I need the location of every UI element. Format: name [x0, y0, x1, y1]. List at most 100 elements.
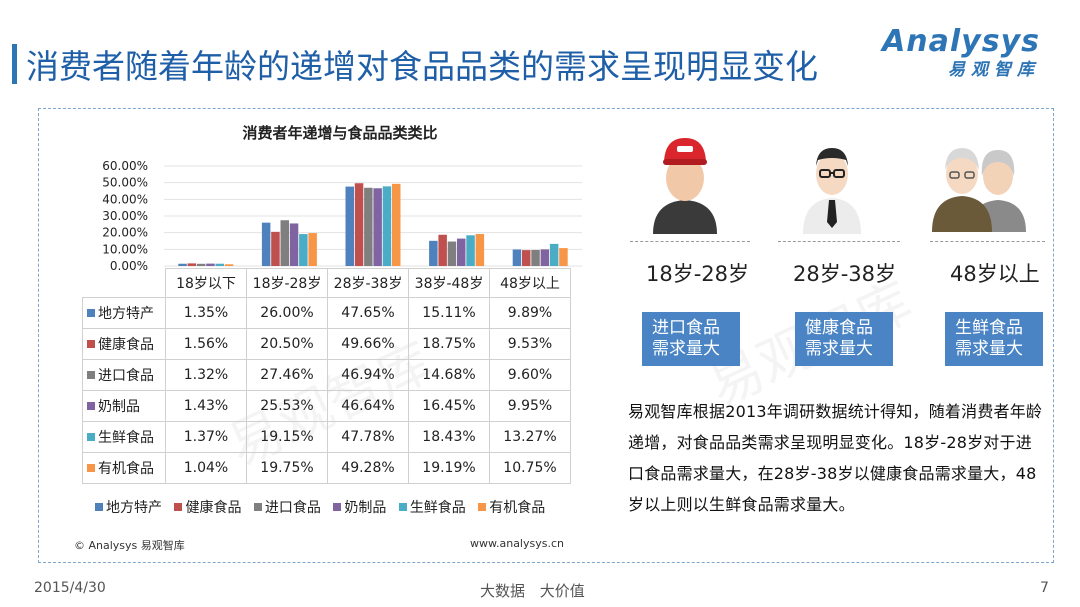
table-cell: 47.65% — [327, 297, 409, 329]
table-col-header: 48岁以上 — [489, 268, 571, 298]
legend-label: 生鲜食品 — [409, 500, 466, 516]
table-cell: 27.46% — [246, 359, 328, 391]
table-cell: 14.68% — [408, 359, 490, 391]
legend-item: 健康食品 — [174, 500, 241, 516]
bar — [196, 263, 206, 266]
legend-label: 进口食品 — [264, 500, 321, 516]
bar — [522, 250, 531, 266]
bar — [392, 183, 401, 266]
description-text: 易观智库根据2013年调研数据统计得知，随着消费者年龄递增，对食品品类需求呈现明… — [628, 402, 1043, 514]
chart-legend: 地方特产 健康食品 进口食品 奶制品 生鲜食品 有机食品 — [95, 497, 553, 517]
table-cell: 1.37% — [165, 421, 247, 453]
table-cell: 1.04% — [165, 452, 247, 484]
data-table: 18岁以下 18岁-28岁 28岁-38岁 38岁-48岁 48岁以上 地方特产… — [82, 268, 571, 484]
table-cell: 46.64% — [327, 390, 409, 422]
table-cell: 13.27% — [489, 421, 571, 453]
legend-key — [333, 503, 342, 511]
demand-line: 生鲜食品 — [955, 318, 1023, 338]
series-key — [87, 309, 95, 317]
elderly-couple-icon — [932, 148, 1026, 232]
table-row: 地方特产 1.35% 26.00% 47.65% 15.11% 9.89% — [82, 297, 571, 329]
legend-key — [174, 503, 183, 511]
legend-key — [95, 503, 103, 511]
footer-date: 2015/4/30 — [34, 580, 106, 596]
table-row-header: 健康食品 — [82, 328, 166, 360]
businessman-icon — [803, 148, 861, 234]
legend-label: 有机食品 — [489, 500, 546, 516]
table-cell: 1.43% — [165, 390, 247, 422]
table-row: 健康食品 1.56% 20.50% 49.66% 18.75% 9.53% — [82, 328, 571, 360]
table-cell: 9.95% — [489, 390, 571, 422]
series-key — [87, 402, 95, 410]
persona-age-label: 18岁-28岁 — [646, 262, 750, 286]
legend-label: 奶制品 — [344, 500, 387, 516]
table-row-header: 进口食品 — [82, 359, 166, 391]
legend-key — [398, 503, 407, 511]
table-cell: 47.78% — [327, 421, 409, 453]
persona-divider — [630, 241, 750, 242]
table-cell: 10.75% — [489, 452, 571, 484]
bar — [559, 248, 568, 266]
bar — [429, 240, 438, 266]
table-cell: 18.75% — [408, 328, 490, 360]
page-title: 消费者随着年龄的递增对食品品类的需求呈现明显变化 — [26, 47, 818, 86]
legend-label: 健康食品 — [185, 500, 242, 516]
legend-key — [253, 503, 262, 511]
table-cell: 18.43% — [408, 421, 490, 453]
bar — [466, 235, 475, 266]
table-col-header: 38岁-48岁 — [408, 268, 490, 298]
legend-label: 地方特产 — [106, 500, 162, 516]
table-cell: 46.94% — [327, 359, 409, 391]
table-row: 进口食品 1.32% 27.46% 46.94% 14.68% 9.60% — [82, 359, 571, 391]
page-number: 7 — [1040, 580, 1049, 596]
bar — [261, 222, 271, 266]
analysys-logo: Analysys 易观智库 — [882, 24, 1040, 80]
table-cell: 9.53% — [489, 328, 571, 360]
demand-line: 需求量大 — [652, 339, 720, 359]
persona-demand-box: 生鲜食品 需求量大 — [945, 312, 1043, 366]
table-row: 生鲜食品 1.37% 19.15% 47.78% 18.43% 13.27% — [82, 421, 571, 453]
table-cell: 1.32% — [165, 359, 247, 391]
bar — [354, 183, 364, 266]
y-tick-label: 40.00% — [102, 192, 148, 206]
legend-item: 进口食品 — [253, 500, 321, 516]
legend-item: 奶制品 — [333, 500, 386, 516]
demand-line: 健康食品 — [805, 318, 873, 338]
y-tick-label: 10.00% — [102, 242, 148, 256]
series-name: 生鲜食品 — [98, 430, 154, 446]
series-name: 地方特产 — [98, 306, 154, 322]
bar — [187, 263, 197, 266]
chart-title: 消费者年递增与食品品类类比 — [242, 124, 438, 142]
table-corner — [83, 269, 166, 298]
bar — [299, 234, 308, 266]
table-cell: 25.53% — [246, 390, 328, 422]
young-man-icon — [653, 138, 717, 234]
table-cell: 19.19% — [408, 452, 490, 484]
table-row: 奶制品 1.43% 25.53% 46.64% 16.45% 9.95% — [82, 390, 571, 422]
series-name: 奶制品 — [98, 399, 140, 415]
bar — [447, 241, 457, 266]
bar — [289, 223, 299, 266]
bar — [345, 186, 354, 266]
persona-divider — [778, 241, 900, 242]
table-cell: 9.89% — [489, 297, 571, 329]
y-tick-label: 50.00% — [102, 176, 148, 190]
legend-item: 有机食品 — [478, 500, 545, 516]
chart-source-url: www.analysys.cn — [470, 537, 564, 550]
content-frame — [38, 108, 1054, 563]
table-cell: 16.45% — [408, 390, 490, 422]
table-cell: 1.56% — [165, 328, 247, 360]
table-col-header: 18岁以下 — [165, 268, 247, 298]
bar — [206, 263, 215, 266]
demand-line: 需求量大 — [955, 339, 1023, 359]
persona-divider — [930, 241, 1045, 242]
demand-line: 需求量大 — [805, 339, 873, 359]
series-key — [87, 464, 95, 472]
series-key — [87, 433, 95, 441]
bar — [364, 187, 373, 266]
demand-line: 进口食品 — [652, 318, 720, 338]
persona-age-label: 48岁以上 — [950, 262, 1040, 286]
logo-sub-text: 易观智库 — [948, 60, 1040, 80]
y-tick-label: 0.00% — [110, 259, 148, 270]
persona-demand-box: 进口食品 需求量大 — [642, 312, 740, 366]
